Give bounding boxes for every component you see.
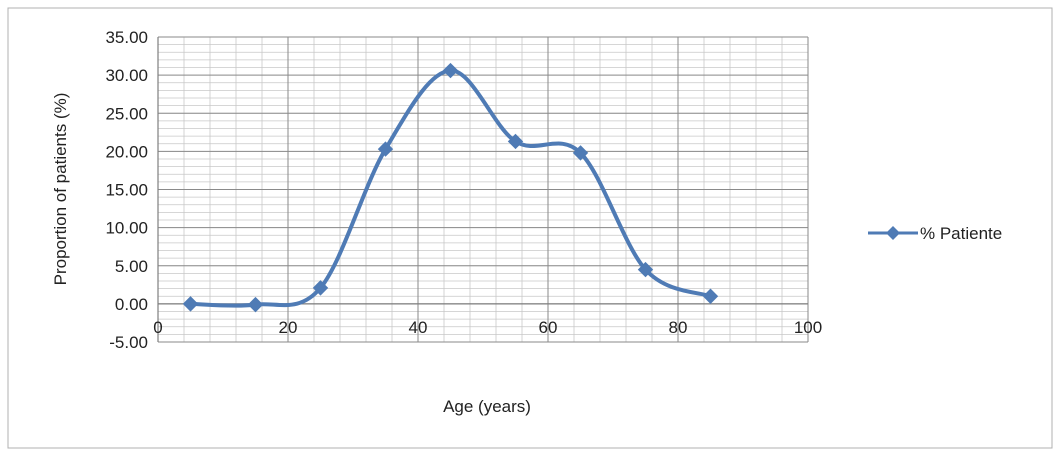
data-point-marker	[377, 141, 394, 157]
tick-labels: 0 20 40 60 80 100 35.00 30.00 25.00 20.00 15.00 10.…	[105, 28, 822, 352]
y-axis-title: Proportion of patients (%)	[51, 93, 70, 286]
y-tick-label: 10.00	[105, 219, 148, 238]
data-point-marker	[442, 62, 459, 79]
data-point-marker	[182, 296, 199, 312]
y-tick-label: 30.00	[105, 66, 148, 85]
y-tick-label: -5.00	[109, 333, 148, 352]
data-point-marker	[572, 145, 589, 161]
y-tick-label: 35.00	[105, 28, 148, 47]
x-axis-title: Age (years)	[443, 397, 531, 416]
y-tick-label: 25.00	[105, 104, 148, 123]
x-tick-label: 20	[279, 318, 298, 337]
data-point-marker	[637, 261, 654, 278]
x-tick-label: 0	[153, 318, 162, 337]
data-point-marker	[507, 133, 524, 150]
legend-marker	[886, 226, 900, 240]
x-tick-label: 60	[539, 318, 558, 337]
data-point-marker	[312, 280, 329, 296]
x-tick-label: 40	[409, 318, 428, 337]
y-tick-label: 5.00	[115, 257, 148, 276]
y-tick-label: 15.00	[105, 181, 148, 200]
y-tick-label: 20.00	[105, 142, 148, 161]
series-layer	[182, 62, 719, 313]
x-tick-label: 100	[794, 318, 822, 337]
y-tick-label: 0.00	[115, 295, 148, 314]
legend: % Patiente	[868, 224, 1002, 243]
x-tick-label: 80	[669, 318, 688, 337]
data-point-marker	[702, 288, 719, 304]
legend-label: % Patiente	[920, 224, 1002, 243]
data-point-marker	[247, 296, 264, 313]
